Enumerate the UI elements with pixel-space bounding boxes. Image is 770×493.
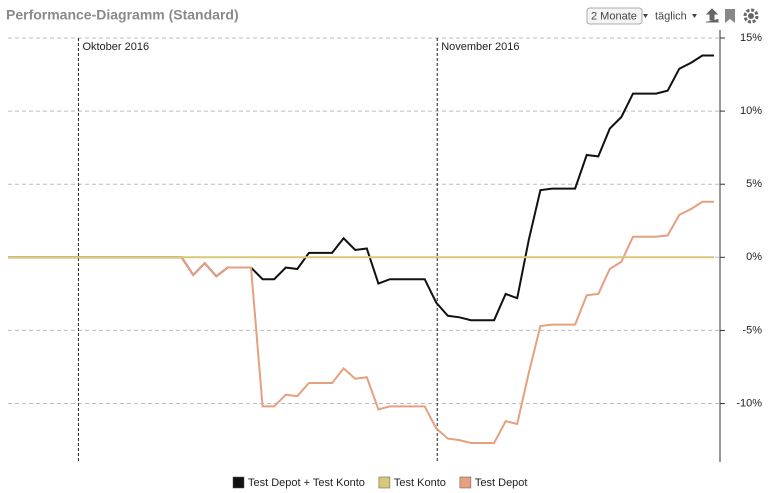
y-tick-label: 10%	[740, 105, 762, 117]
range-label[interactable]: 2 Monate	[591, 10, 637, 22]
export-icon[interactable]	[705, 8, 719, 23]
y-tick-label: -5%	[742, 324, 762, 336]
interval-label[interactable]: täglich	[655, 10, 687, 22]
range-select[interactable]	[586, 7, 643, 25]
bookmark-icon[interactable]	[725, 9, 735, 23]
settings-icon-center[interactable]	[748, 13, 754, 19]
y-tick-label: 0%	[746, 251, 762, 263]
series-line	[8, 54, 714, 322]
month-label: November 2016	[441, 41, 519, 53]
range-caret[interactable]	[643, 14, 648, 18]
legend-swatch	[378, 476, 391, 489]
legend-swatch	[459, 476, 472, 489]
legend-label: Test Konto	[394, 477, 446, 489]
legend-swatch	[232, 476, 245, 489]
series-line	[8, 200, 714, 444]
chart-title: Performance-Diagramm (Standard)	[6, 7, 239, 23]
y-tick-label: 5%	[746, 178, 762, 190]
settings-icon[interactable]	[743, 8, 759, 24]
legend-label: Test Depot	[475, 477, 528, 489]
y-tick-label: 15%	[740, 32, 762, 44]
month-label: Oktober 2016	[82, 41, 149, 53]
legend-label: Test Depot + Test Konto	[248, 477, 365, 489]
interval-caret[interactable]	[692, 14, 697, 18]
y-tick-label: -10%	[736, 397, 762, 409]
